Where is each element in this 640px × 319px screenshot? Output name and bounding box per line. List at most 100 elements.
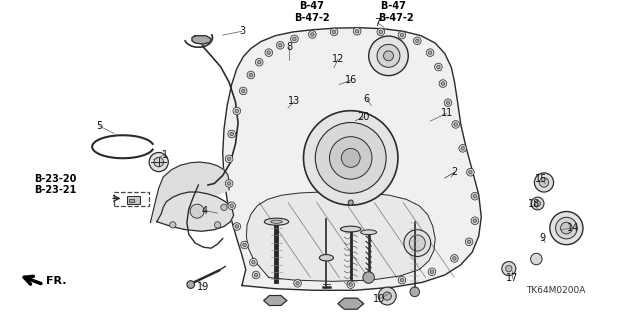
Polygon shape: [192, 36, 211, 44]
Circle shape: [467, 240, 471, 243]
Text: 6: 6: [364, 94, 370, 104]
Text: 13: 13: [288, 96, 301, 107]
Circle shape: [439, 80, 447, 87]
Polygon shape: [275, 300, 287, 306]
Circle shape: [221, 204, 227, 211]
Circle shape: [257, 61, 261, 64]
Circle shape: [243, 243, 246, 247]
Circle shape: [349, 283, 353, 286]
Polygon shape: [150, 162, 229, 223]
Circle shape: [241, 89, 245, 93]
Text: 1: 1: [162, 150, 168, 160]
Ellipse shape: [340, 226, 361, 232]
Circle shape: [233, 223, 241, 230]
Circle shape: [355, 30, 359, 33]
Circle shape: [353, 27, 361, 35]
Circle shape: [254, 273, 258, 277]
Circle shape: [190, 204, 204, 218]
Circle shape: [265, 49, 273, 56]
Text: FR.: FR.: [46, 276, 67, 286]
Circle shape: [228, 130, 236, 138]
Circle shape: [398, 276, 406, 284]
Circle shape: [225, 180, 233, 187]
Polygon shape: [338, 298, 364, 309]
Circle shape: [227, 157, 231, 160]
Circle shape: [348, 200, 353, 205]
Text: 15: 15: [534, 174, 547, 184]
Circle shape: [446, 101, 450, 104]
Circle shape: [292, 37, 296, 41]
Circle shape: [230, 204, 234, 207]
Text: 20: 20: [357, 112, 370, 122]
Circle shape: [435, 63, 442, 71]
Text: 7: 7: [374, 18, 381, 28]
Ellipse shape: [361, 230, 376, 235]
Circle shape: [556, 217, 577, 239]
Circle shape: [454, 123, 458, 126]
Circle shape: [415, 39, 419, 42]
Circle shape: [383, 51, 394, 61]
Polygon shape: [269, 295, 281, 300]
Circle shape: [441, 82, 445, 85]
Circle shape: [230, 132, 234, 136]
Circle shape: [377, 44, 400, 67]
Circle shape: [247, 71, 255, 79]
Text: 5: 5: [96, 121, 102, 131]
Circle shape: [377, 28, 385, 36]
Circle shape: [459, 145, 467, 152]
Text: 4: 4: [202, 205, 208, 216]
Circle shape: [471, 192, 479, 200]
Text: B-47 
B-47-2: B-47 B-47-2: [378, 1, 413, 23]
Ellipse shape: [271, 220, 282, 223]
Text: 14: 14: [566, 223, 579, 233]
Circle shape: [149, 152, 168, 172]
Polygon shape: [223, 28, 481, 290]
Circle shape: [369, 36, 408, 76]
Circle shape: [506, 265, 512, 272]
Circle shape: [276, 41, 284, 49]
Circle shape: [436, 65, 440, 69]
Text: 17: 17: [506, 272, 518, 283]
Text: B-23-20
B-23-21: B-23-20 B-23-21: [35, 174, 77, 195]
Text: 9: 9: [539, 233, 545, 243]
Circle shape: [294, 279, 301, 287]
Text: 2: 2: [451, 167, 458, 177]
Circle shape: [227, 182, 231, 185]
Polygon shape: [269, 300, 281, 306]
Circle shape: [296, 282, 300, 285]
Circle shape: [330, 28, 338, 36]
Circle shape: [430, 270, 434, 273]
Text: 10: 10: [372, 294, 385, 304]
Circle shape: [341, 148, 360, 167]
Circle shape: [444, 99, 452, 107]
Circle shape: [468, 171, 472, 174]
Circle shape: [451, 255, 458, 262]
Circle shape: [452, 121, 460, 128]
Circle shape: [278, 44, 282, 47]
Text: 11: 11: [440, 108, 453, 118]
Circle shape: [250, 258, 257, 266]
Circle shape: [241, 241, 248, 249]
Circle shape: [332, 30, 336, 33]
Circle shape: [473, 219, 477, 222]
Polygon shape: [264, 300, 275, 306]
Circle shape: [303, 111, 398, 205]
Text: 8: 8: [286, 42, 292, 52]
Circle shape: [239, 87, 247, 95]
Polygon shape: [264, 295, 275, 300]
Circle shape: [465, 238, 473, 246]
Circle shape: [154, 157, 163, 167]
Circle shape: [187, 281, 195, 288]
Circle shape: [330, 137, 372, 179]
Circle shape: [428, 51, 432, 54]
Circle shape: [379, 30, 383, 33]
Circle shape: [170, 222, 176, 228]
Circle shape: [249, 73, 253, 77]
Circle shape: [228, 202, 236, 210]
Text: 19: 19: [197, 282, 210, 292]
Circle shape: [410, 287, 419, 297]
Circle shape: [252, 261, 255, 264]
Circle shape: [225, 155, 233, 163]
Text: 16: 16: [344, 75, 357, 85]
Circle shape: [214, 222, 221, 228]
